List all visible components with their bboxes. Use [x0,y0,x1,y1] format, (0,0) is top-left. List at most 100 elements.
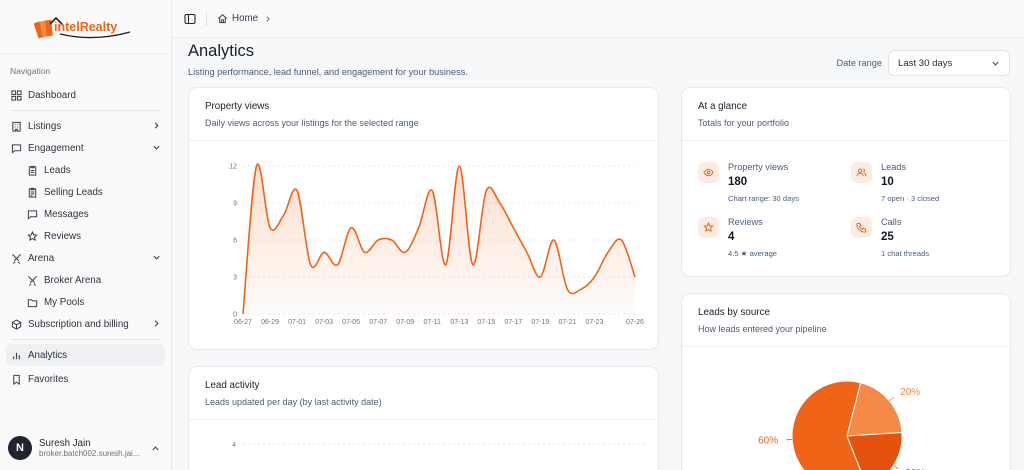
bar-chart-icon [10,349,22,361]
date-range-select[interactable]: Last 30 days [888,50,1010,76]
card-divider [189,419,658,420]
sidebar-item-messages[interactable]: Messages [0,203,171,225]
user-menu[interactable]: N Suresh Jain broker.batch002.suresh.jai… [8,432,166,464]
card-divider [682,346,1010,347]
page-subtitle: Listing performance, lead funnel, and en… [188,67,468,77]
x-tick-label: 07-26 [626,319,644,326]
stat-label: Calls [881,217,902,227]
sidebar-item-label: Dashboard [28,89,76,101]
home-icon [218,13,227,24]
user-email: broker.batch002.suresh.jai... [39,449,140,458]
sidebar-item-reviews[interactable]: Reviews [0,225,171,247]
chevron-right-icon [154,320,159,327]
chat-icon [26,208,38,220]
x-tick-label: 07-09 [396,319,414,326]
breadcrumb-home[interactable]: Home [232,13,259,24]
eye-icon [698,162,719,183]
pie-slice-label: 20% [900,387,920,398]
users-icon [851,162,872,183]
sidebar-item-favorites[interactable]: Favorites [0,368,171,390]
leads-by-source-card: Leads by source How leads entered your p… [681,293,1011,470]
pie-slice [791,380,862,470]
grid-icon [10,89,22,101]
y-tick-label: 4 [232,442,236,449]
y-tick-label: 12 [229,164,237,171]
pie-label-line [893,465,899,470]
card-subtitle: Daily views across your listings for the… [205,118,419,128]
sidebar-item-selling-leads[interactable]: Selling Leads [0,181,171,203]
card-subtitle: Totals for your portfolio [698,118,790,128]
stat-note: Chart range: 30 days [728,194,799,203]
building-icon [10,120,22,132]
sidebar-item-arena[interactable]: Arena [0,247,171,269]
y-tick-label: 0 [233,312,237,319]
views-series-line [242,163,636,315]
chevron-down-icon [153,255,160,260]
lead-activity-chart: 4 [232,442,649,449]
stat-value: 180 [728,176,748,188]
swords-icon [10,252,22,264]
package-icon [10,318,22,330]
avatar: N [8,436,32,460]
main-content: Home Analytics Listing performance, lead… [172,0,1024,470]
date-range: Date range Last 30 days [837,50,1010,76]
swords-icon [26,274,38,286]
at-a-glance-card: At a glance Totals for your portfolio Pr… [681,87,1011,277]
folder-icon [26,296,38,308]
stat-note: 1 chat threads [881,249,930,258]
topbar: Home [172,0,1024,38]
page-title: Analytics [188,42,255,60]
y-tick-label: 9 [233,201,237,208]
card-title: Leads by source [698,307,770,318]
sidebar-item-label: Arena [28,252,55,264]
y-tick-label: 6 [233,238,237,245]
stat-note: 7 open · 3 closed [881,194,940,203]
brand-logo[interactable]: intelRealty [0,0,171,54]
stat-label: Reviews [728,217,763,227]
sidebar-item-dashboard[interactable]: Dashboard [0,84,171,106]
sidebar-item-subscription[interactable]: Subscription and billing [0,313,171,335]
sidebar-item-broker-arena[interactable]: Broker Arena [0,269,171,291]
card-subtitle: Leads updated per day (by last activity … [205,397,382,407]
nav-section-label: Navigation [10,66,51,76]
clipboard-icon [26,164,38,176]
breadcrumb: Home [217,13,276,24]
phone-icon [851,217,872,238]
card-title: Lead activity [205,380,260,391]
x-tick-label: 07-19 [531,319,549,326]
x-tick-label: 07-17 [504,319,522,326]
sidebar-toggle-icon[interactable] [184,13,196,25]
stat-value: 10 [881,176,894,188]
sidebar-item-label: Engagement [28,142,84,154]
sidebar-item-analytics[interactable]: Analytics [6,344,165,366]
clipboard-list-icon [26,186,38,198]
y-tick-label: 3 [233,275,237,282]
sidebar-item-label: Analytics [28,349,68,361]
stat-label: Property views [728,162,789,172]
x-tick-label: 07-03 [315,319,333,326]
stat-calls: Calls 25 1 chat threads [851,217,991,263]
sidebar-item-engagement[interactable]: Engagement [0,137,171,159]
logo-mark-icon: intelRealty [34,16,131,39]
x-tick-label: 07-11 [424,319,441,326]
stat-property-views: Property views 180 Chart range: 30 days [698,162,838,208]
x-tick-label: 07-05 [342,319,360,326]
brand-name: intelRealty [54,20,117,34]
sidebar-item-label: My Pools [44,296,85,308]
x-tick-label: 07-13 [450,319,468,326]
views-area-fill [243,164,635,314]
sidebar-item-listings[interactable]: Listings [0,115,171,137]
sidebar-item-my-pools[interactable]: My Pools [0,291,171,313]
pie-slice [846,382,903,437]
pie-label-line [889,396,895,402]
x-tick-label: 07-01 [288,319,306,326]
sidebar-item-label: Favorites [28,373,69,385]
property-views-chart: 0 3 6 9 12 06-27 06-29 07-01 07-03 07-05 07-07 07-0… [229,163,644,326]
page-header: Analytics Listing performance, lead funn… [188,42,468,77]
sidebar-item-leads[interactable]: Leads [0,159,171,181]
sidebar-item-label: Subscription and billing [28,318,129,330]
chevron-down-icon [153,145,160,150]
x-tick-label: 06-27 [234,319,252,326]
bookmark-icon [10,373,22,385]
x-tick-label: 07-15 [477,319,495,326]
